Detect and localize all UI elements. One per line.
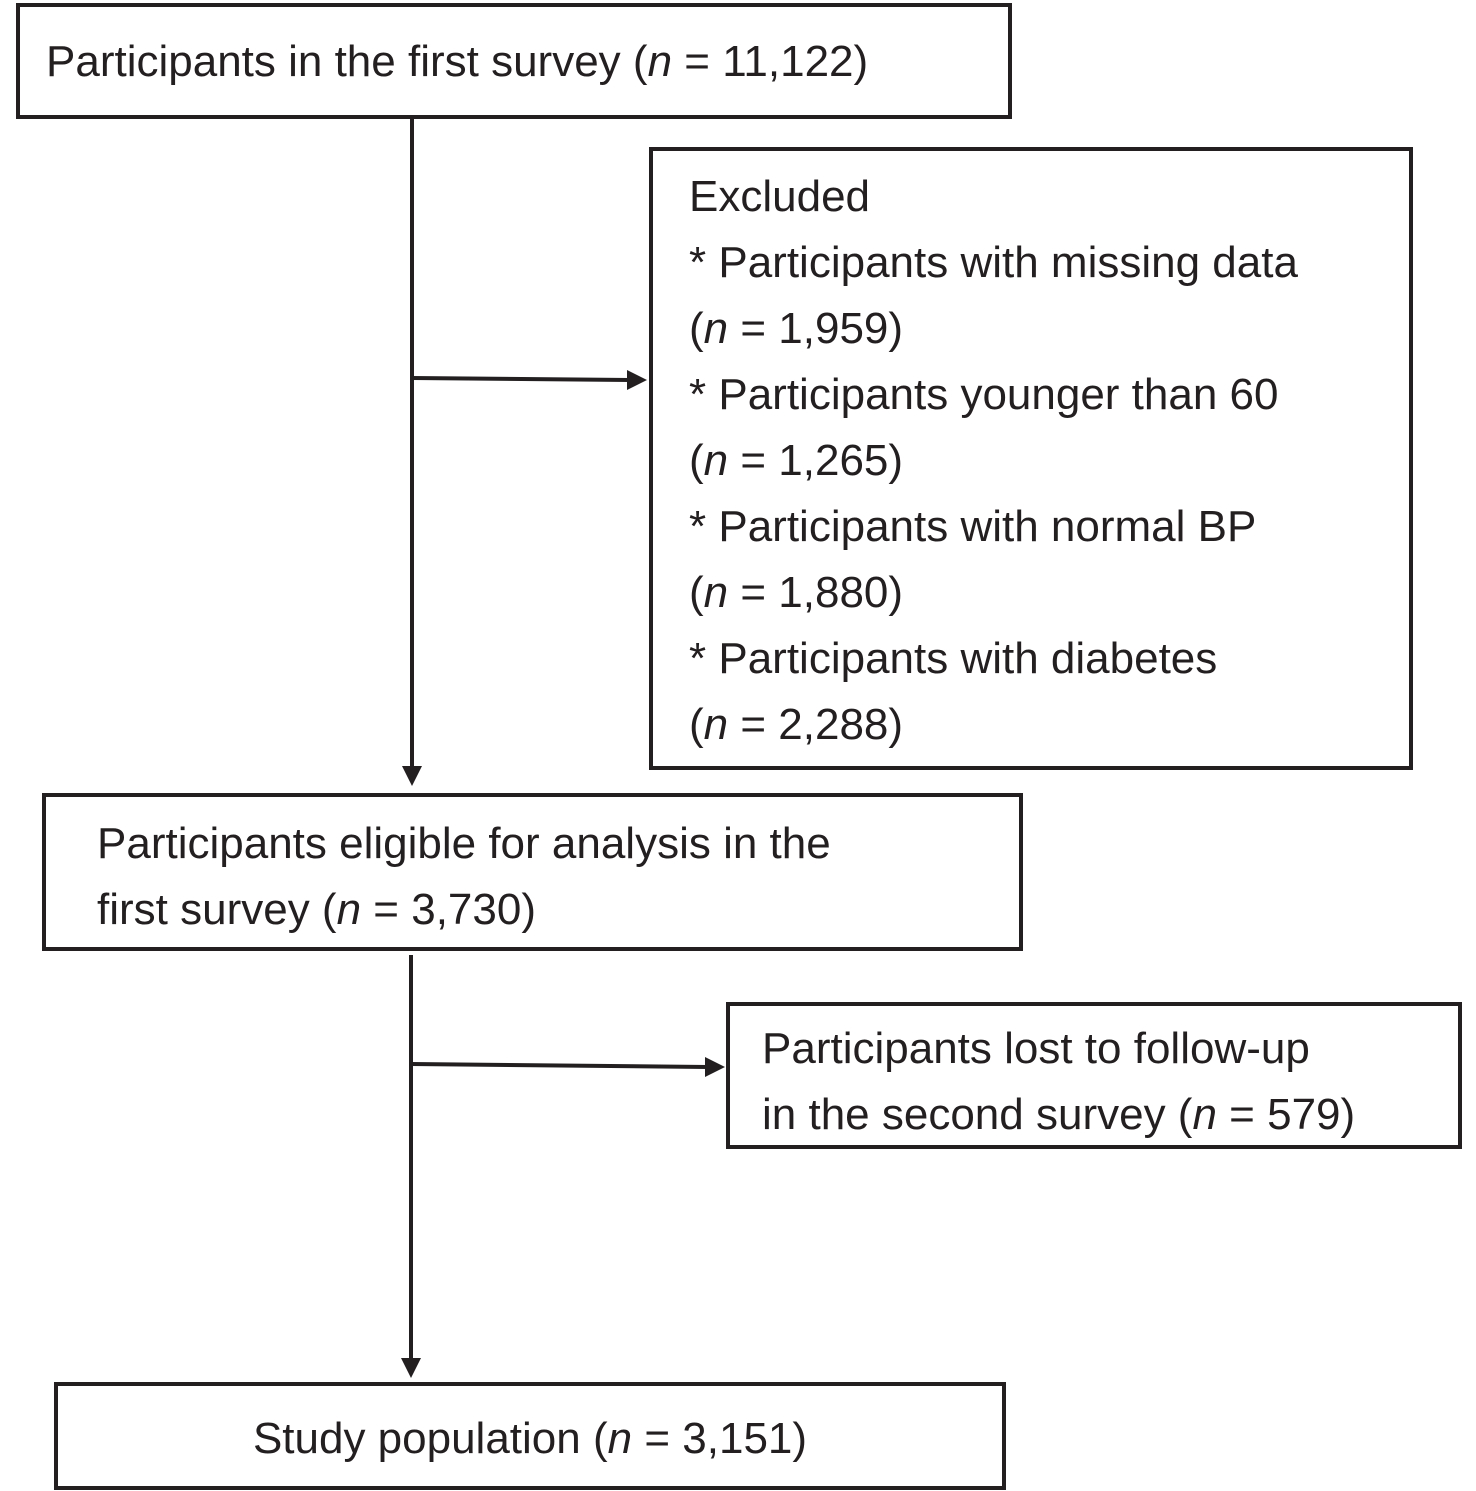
excluded-item-n-symbol: n (703, 568, 729, 617)
study-text: Study population (n = 3,151) (252, 1414, 808, 1463)
eligible-line-1: Participants eligible for analysis in th… (97, 819, 831, 868)
excluded-item-count: (n = 1,265) (689, 436, 904, 485)
excluded-heading: Excluded (689, 172, 871, 221)
arrow-to-excluded (411, 376, 631, 382)
arrowhead-eligible-to-study (401, 1358, 421, 1378)
first-survey-text: Participants in the first survey (n = 11… (46, 37, 869, 86)
lost-n-symbol: n (1192, 1090, 1217, 1139)
lost-to-follow-up-box: Participants lost to follow-up in the se… (726, 1002, 1462, 1149)
eligible-label: first survey (97, 885, 310, 934)
eligible-box: Participants eligible for analysis in th… (42, 793, 1023, 951)
excluded-item-value: 2,288 (778, 700, 889, 749)
arrowhead-first-to-eligible (402, 766, 422, 786)
excluded-box: Excluded * Participants with missing dat… (649, 147, 1413, 770)
excluded-item-n-symbol: n (703, 436, 729, 485)
first-survey-n-symbol: n (647, 37, 673, 86)
excluded-item-count: (n = 1,959) (689, 304, 904, 353)
excluded-item-label: * Participants younger than 60 (689, 370, 1279, 419)
study-label: Study population (252, 1414, 581, 1463)
eligible-count: 3,730 (411, 885, 522, 934)
study-population-box: Study population (n = 3,151) (54, 1382, 1006, 1490)
first-survey-box: Participants in the first survey (n = 11… (16, 3, 1012, 119)
excluded-item-label: * Participants with normal BP (689, 502, 1257, 551)
excluded-item-value: 1,959 (778, 304, 889, 353)
excluded-item-n-symbol: n (703, 304, 729, 353)
eligible-line-2: first survey (n = 3,730) (97, 885, 536, 934)
lost-line-2: in the second survey (n = 579) (762, 1090, 1356, 1139)
excluded-item-value: 1,265 (778, 436, 889, 485)
excluded-item-value: 1,880 (778, 568, 889, 617)
lost-line-1: Participants lost to follow-up (762, 1024, 1310, 1073)
study-n-symbol: n (607, 1414, 633, 1463)
eligible-n-symbol: n (336, 885, 362, 934)
lost-label: in the second survey (762, 1090, 1166, 1139)
excluded-item-n-symbol: n (703, 700, 729, 749)
excluded-item-label: * Participants with diabetes (689, 634, 1218, 683)
excluded-item-count: (n = 2,288) (689, 700, 904, 749)
excluded-item-label: * Participants with missing data (689, 238, 1298, 287)
arrowhead-to-lost (705, 1057, 725, 1077)
first-survey-count: 11,122 (722, 37, 854, 86)
excluded-item-count: (n = 1,880) (689, 568, 904, 617)
arrowhead-to-excluded (627, 370, 647, 390)
arrow-to-lost (410, 1062, 709, 1069)
lost-count: 579 (1267, 1090, 1341, 1139)
study-count: 3,151 (682, 1414, 793, 1463)
first-survey-label: Participants in the first survey (46, 37, 621, 86)
